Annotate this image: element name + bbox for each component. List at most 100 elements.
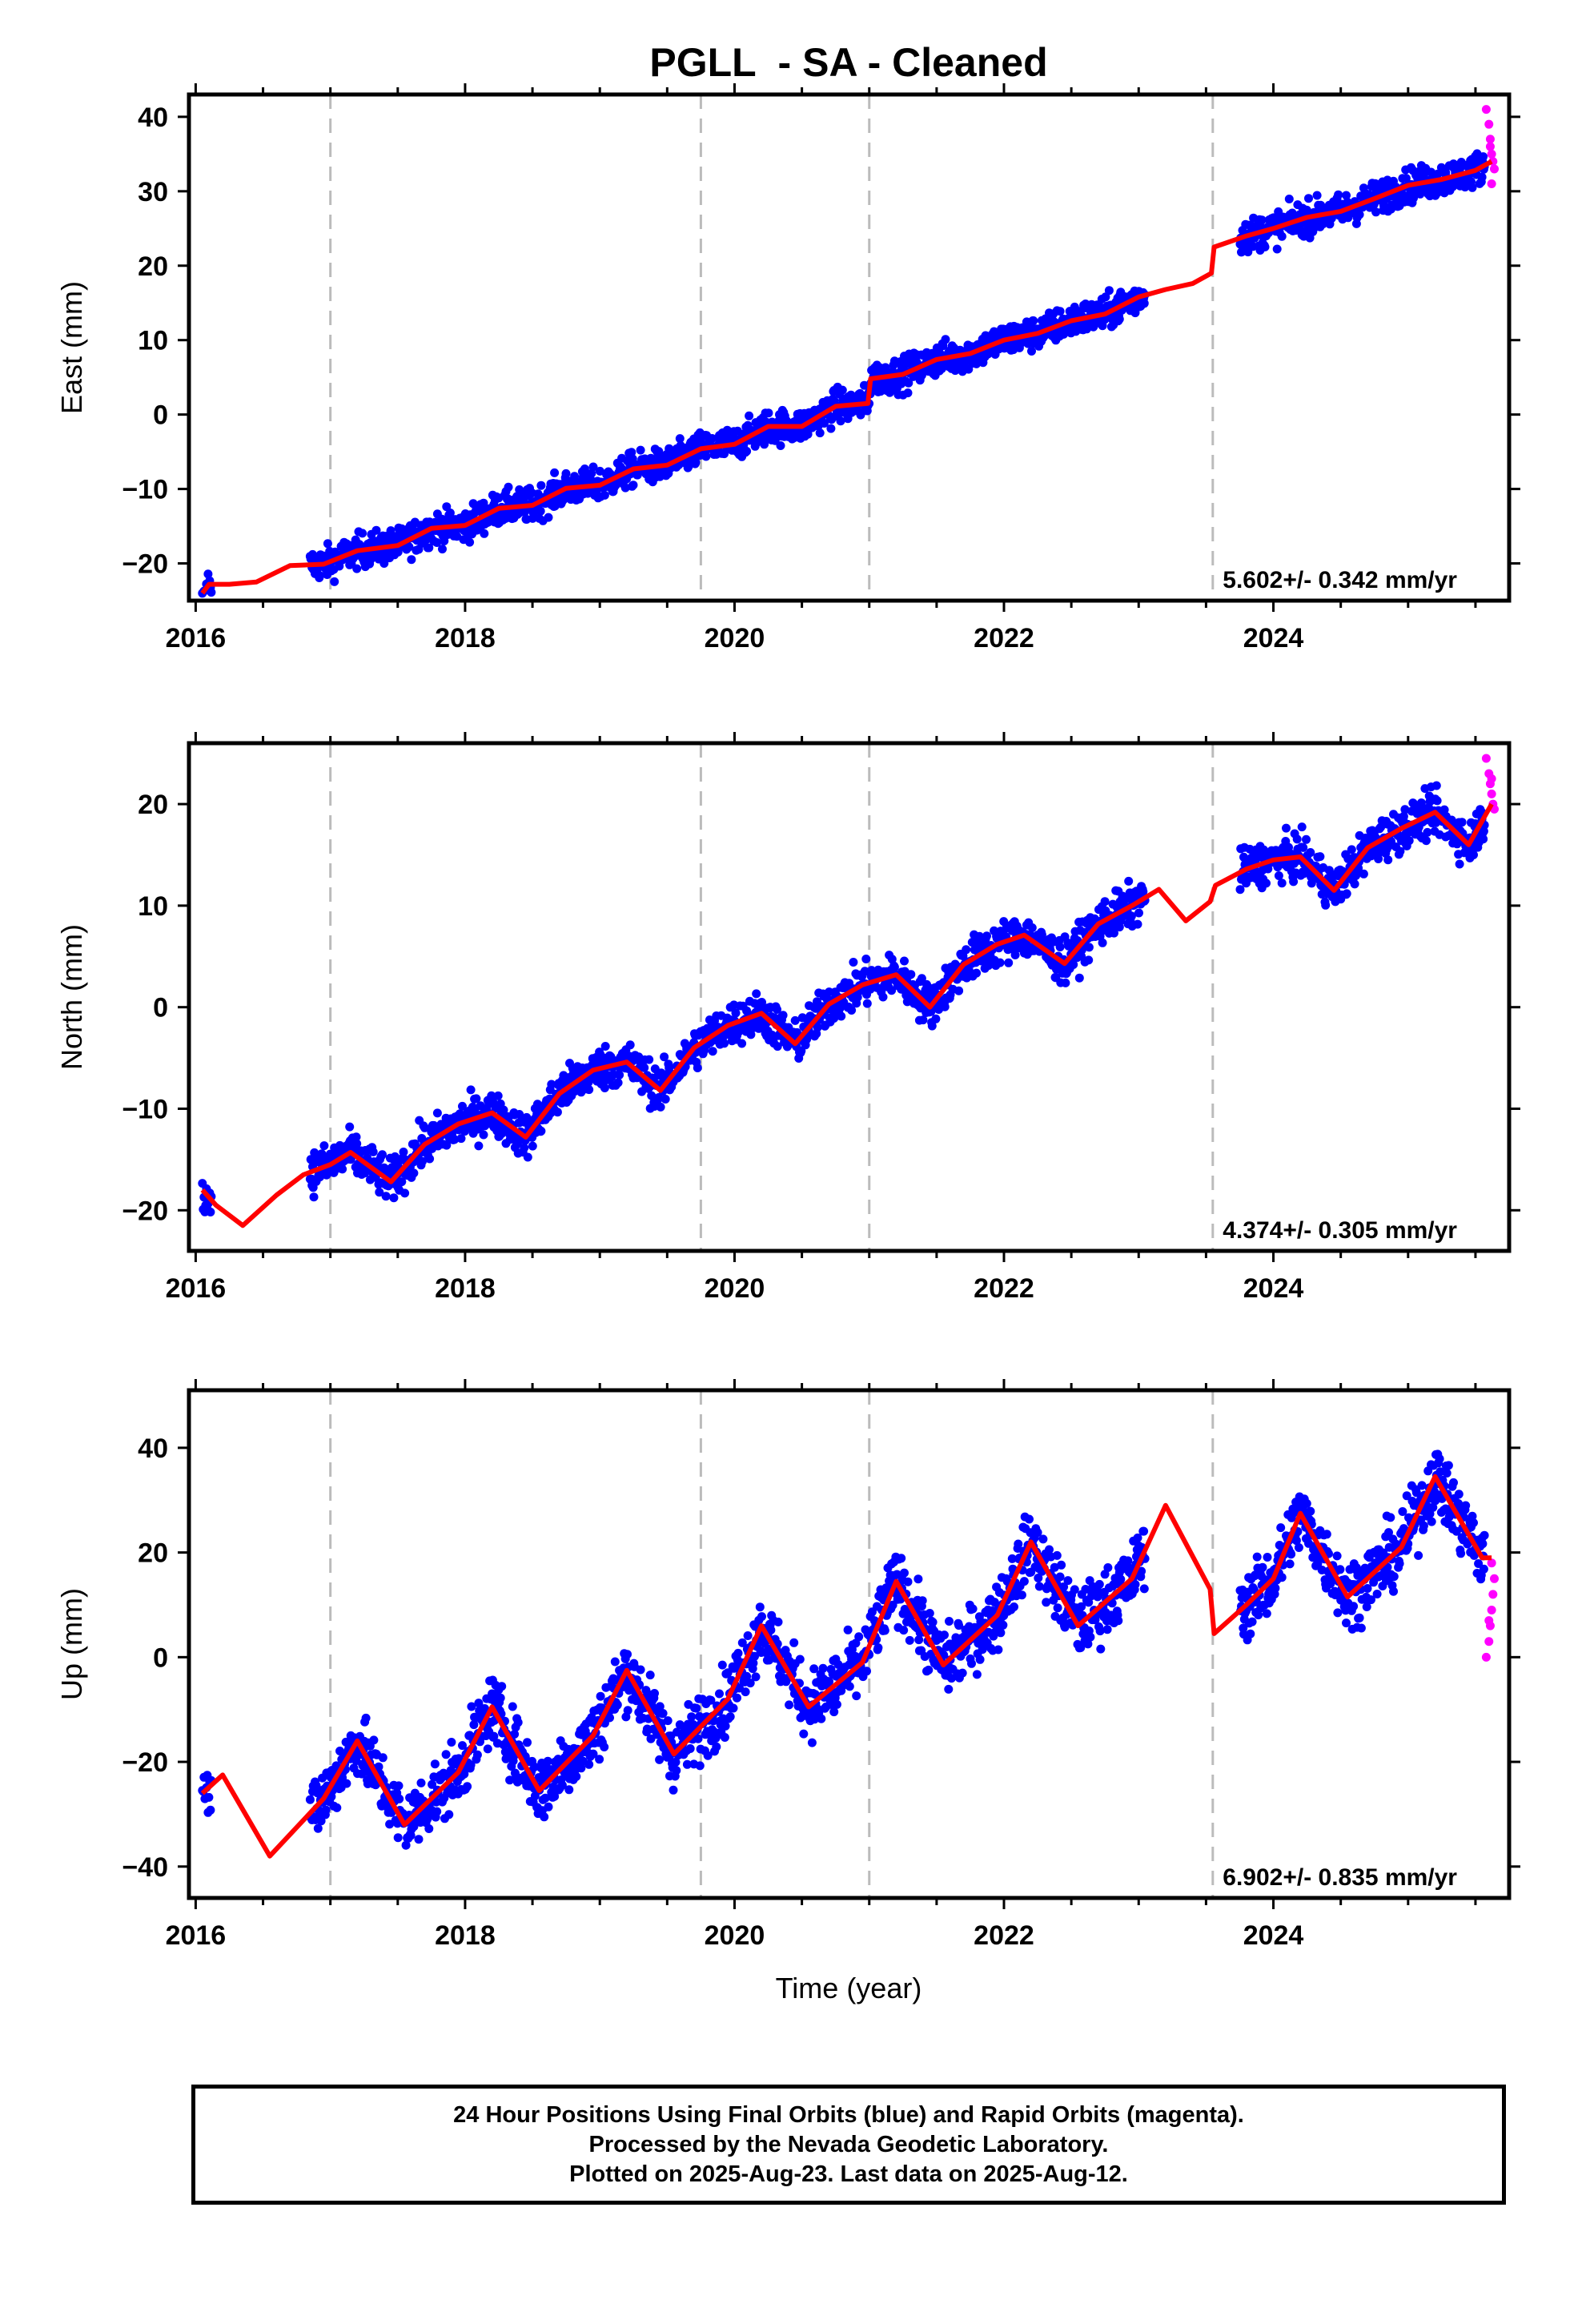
- up-final-point: [737, 1638, 747, 1647]
- up-final-point: [843, 1625, 853, 1634]
- north-final-point: [644, 1055, 654, 1064]
- east-rapid-point-2: [1485, 135, 1495, 144]
- north-final-point: [1274, 871, 1283, 880]
- north-x-tick-label-4: 2024: [1243, 1273, 1304, 1304]
- north-final-point: [900, 956, 909, 966]
- east-final-point: [1277, 231, 1287, 241]
- north-final-point: [1302, 834, 1311, 844]
- up-final-point: [994, 1645, 1003, 1655]
- up-final-point: [725, 1712, 735, 1722]
- up-final-point: [1053, 1603, 1062, 1613]
- east-final-point: [358, 529, 367, 538]
- east-final-point: [379, 559, 389, 568]
- up-final-point: [645, 1671, 655, 1680]
- up-final-point: [757, 1612, 766, 1622]
- east-final-point: [917, 371, 926, 380]
- east-final-point: [323, 539, 332, 549]
- north-y-axis-label: North (mm): [55, 924, 88, 1070]
- up-final-point: [903, 1577, 913, 1586]
- east-final-point: [628, 480, 638, 490]
- east-final-point: [445, 509, 455, 517]
- east-final-point: [1272, 244, 1282, 254]
- north-final-point: [778, 1011, 788, 1020]
- north-final-point: [1439, 805, 1449, 814]
- north-final-point: [1098, 938, 1107, 947]
- north-final-point: [479, 1130, 488, 1140]
- north-final-point: [660, 1052, 669, 1062]
- north-final-point: [773, 1005, 781, 1014]
- up-final-point: [430, 1759, 440, 1769]
- up-final-point: [595, 1755, 604, 1764]
- up-final-point: [342, 1779, 351, 1788]
- up-final-point: [444, 1810, 454, 1819]
- up-final-point: [692, 1703, 701, 1713]
- north-final-point: [917, 974, 926, 983]
- north-final-point: [737, 1039, 747, 1048]
- east-final-point: [1479, 152, 1488, 162]
- up-final-point: [432, 1797, 441, 1807]
- east-final-point: [1371, 207, 1381, 217]
- east-final-point: [1257, 215, 1267, 225]
- up-final-point: [623, 1650, 632, 1659]
- up-final-point: [394, 1781, 404, 1791]
- east-final-point: [1139, 299, 1149, 308]
- north-final-point: [1479, 834, 1488, 844]
- north-final-point: [1374, 854, 1383, 863]
- east-final-point: [837, 385, 847, 395]
- north-y-tick-label-4: 20: [138, 790, 168, 820]
- north-final-point: [1306, 848, 1315, 857]
- east-y-tick-label-3: 10: [138, 326, 168, 356]
- east-rapid-point-0: [1481, 105, 1491, 115]
- east-final-point: [407, 555, 416, 565]
- north-model-fit-line: [200, 802, 1494, 1228]
- east-final-point: [440, 537, 449, 545]
- up-final-point: [313, 1823, 323, 1833]
- north-final-point: [390, 1152, 400, 1161]
- north-final-point: [1423, 827, 1432, 837]
- north-final-point: [389, 1193, 399, 1203]
- east-final-point: [1284, 195, 1294, 203]
- up-final-point: [483, 1744, 492, 1754]
- north-final-point: [1399, 811, 1408, 821]
- up-final-point: [508, 1702, 517, 1711]
- north-final-point: [1447, 815, 1456, 825]
- up-final-point: [720, 1733, 729, 1742]
- north-final-point: [746, 1030, 756, 1039]
- up-final-point: [416, 1778, 426, 1787]
- north-final-point: [322, 1170, 331, 1180]
- east-final-point: [684, 462, 693, 472]
- north-final-point: [1134, 908, 1143, 918]
- up-final-point: [958, 1668, 967, 1678]
- north-final-point: [615, 1070, 624, 1080]
- east-final-point: [588, 462, 598, 472]
- north-final-point: [584, 1078, 593, 1087]
- east-final-point: [1027, 347, 1036, 356]
- north-final-point: [1404, 836, 1414, 846]
- east-final-point: [1334, 190, 1343, 199]
- north-final-point: [837, 1011, 846, 1021]
- up-final-point: [913, 1574, 923, 1584]
- up-final-point: [712, 1742, 721, 1751]
- up-final-point: [472, 1750, 482, 1759]
- up-final-point: [1076, 1643, 1086, 1652]
- north-final-point: [1350, 879, 1359, 889]
- east-final-point: [826, 424, 836, 433]
- up-final-point: [715, 1689, 724, 1699]
- east-final-point: [203, 569, 213, 579]
- up-final-point: [361, 1713, 371, 1723]
- up-final-point: [818, 1663, 828, 1673]
- up-final-point: [745, 1679, 755, 1688]
- up-final-point: [706, 1695, 716, 1705]
- up-final-point: [987, 1606, 997, 1615]
- north-final-point: [847, 1006, 857, 1015]
- up-final-point: [1100, 1570, 1110, 1579]
- up-final-point: [441, 1750, 451, 1759]
- north-y-tick-label-1: −10: [122, 1094, 168, 1124]
- north-final-point: [352, 1139, 362, 1148]
- north-final-point: [1431, 781, 1441, 790]
- east-final-point: [903, 388, 913, 398]
- north-final-point: [600, 1042, 610, 1051]
- north-final-point: [887, 986, 897, 995]
- up-final-point: [466, 1760, 476, 1770]
- north-final-point: [906, 970, 916, 979]
